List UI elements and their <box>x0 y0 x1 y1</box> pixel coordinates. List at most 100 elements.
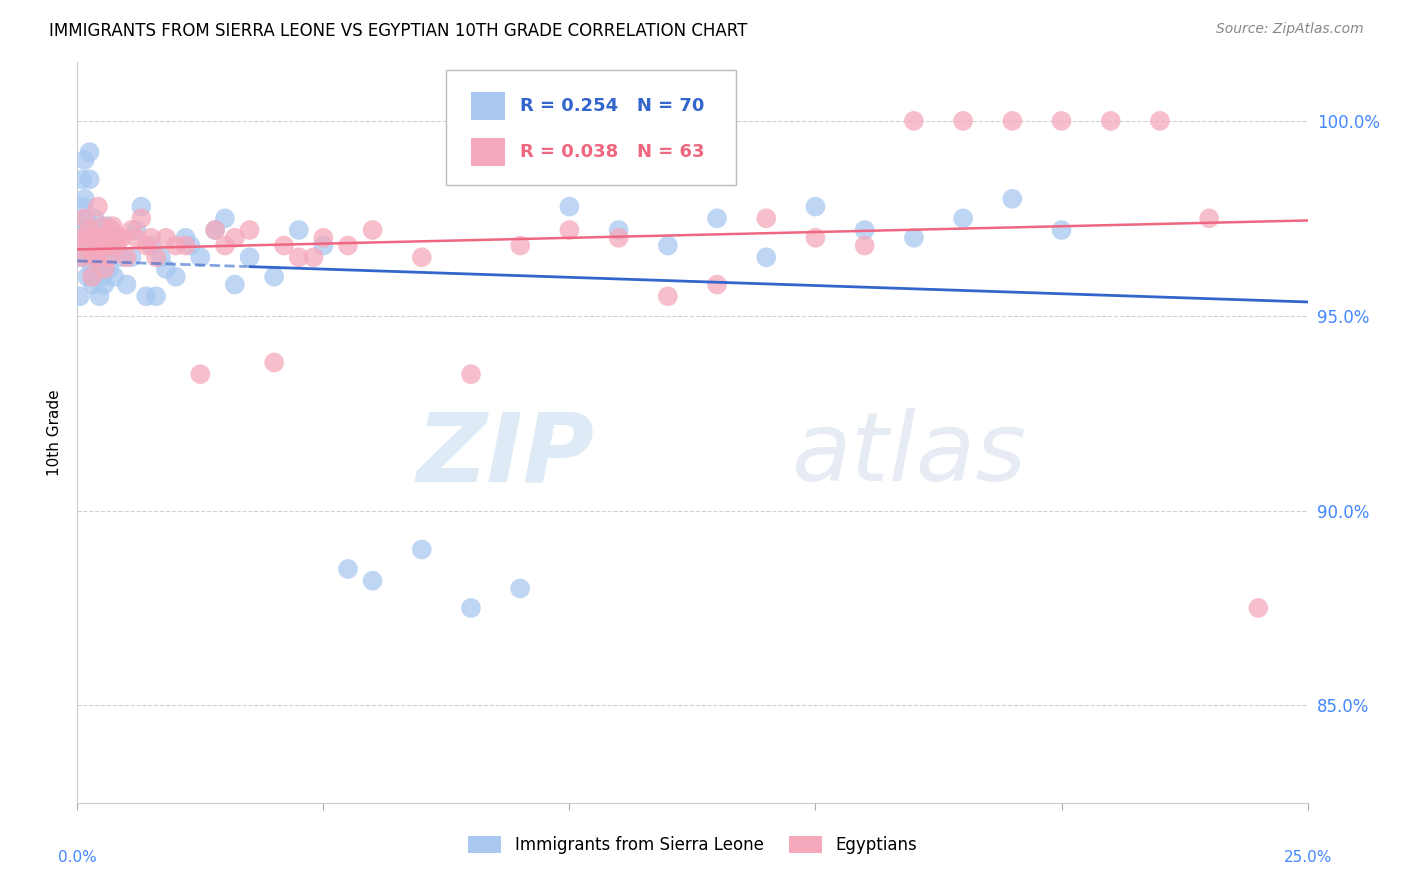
Point <box>239 250 262 264</box>
Point <box>87 200 110 214</box>
Point <box>77 231 100 245</box>
Point <box>93 262 115 277</box>
Point <box>98 250 121 264</box>
Point <box>96 219 118 233</box>
Text: IMMIGRANTS FROM SIERRA LEONE VS EGYPTIAN 10TH GRADE CORRELATION CHART: IMMIGRANTS FROM SIERRA LEONE VS EGYPTIAN… <box>49 22 748 40</box>
Point <box>97 238 120 252</box>
Point <box>204 223 226 237</box>
Point <box>337 562 360 576</box>
Point <box>903 231 925 245</box>
Point <box>83 250 105 264</box>
Point <box>509 238 531 252</box>
Point <box>83 211 105 226</box>
Point <box>214 238 236 252</box>
Point <box>361 574 384 588</box>
Point <box>312 238 335 252</box>
Point <box>460 367 482 381</box>
Point <box>558 200 581 214</box>
Point <box>91 231 114 245</box>
Point <box>73 211 96 226</box>
Point <box>239 223 262 237</box>
Point <box>105 238 128 252</box>
FancyBboxPatch shape <box>447 70 735 185</box>
Point <box>1198 211 1220 226</box>
Point <box>804 231 827 245</box>
Point <box>69 250 91 264</box>
Point <box>135 289 157 303</box>
Point <box>607 223 630 237</box>
Point <box>141 238 163 252</box>
Point <box>125 231 148 245</box>
Point <box>98 262 121 277</box>
Point <box>263 269 285 284</box>
Point <box>96 250 118 264</box>
Point <box>129 211 153 226</box>
Point <box>224 277 246 292</box>
Point <box>755 211 778 226</box>
Point <box>69 231 91 245</box>
Point <box>77 219 100 233</box>
Point <box>155 262 177 277</box>
Point <box>111 231 132 245</box>
Point <box>755 250 778 264</box>
Point <box>89 258 111 272</box>
Point <box>145 289 167 303</box>
Point <box>76 238 98 252</box>
Point <box>1149 114 1171 128</box>
Point <box>657 238 679 252</box>
Point <box>607 231 630 245</box>
Point <box>84 269 107 284</box>
Point <box>288 250 311 264</box>
Point <box>337 238 360 252</box>
Point <box>101 219 124 233</box>
Point <box>90 219 114 233</box>
Point <box>105 231 128 245</box>
Point <box>90 269 114 284</box>
Point <box>72 200 94 214</box>
Point <box>509 582 531 596</box>
Point <box>165 269 187 284</box>
Point <box>657 289 679 303</box>
Point <box>82 250 104 264</box>
Point <box>82 231 104 245</box>
Point <box>70 172 93 186</box>
Point <box>115 277 138 292</box>
Y-axis label: 10th Grade: 10th Grade <box>46 389 62 476</box>
Point <box>165 238 187 252</box>
Point <box>83 231 105 245</box>
Text: R = 0.254   N = 70: R = 0.254 N = 70 <box>520 97 704 115</box>
Point <box>93 277 115 292</box>
Point <box>82 277 104 292</box>
Point <box>853 223 876 237</box>
Point <box>411 250 433 264</box>
Point <box>174 231 197 245</box>
Point <box>75 211 97 226</box>
Point <box>90 231 114 245</box>
Point <box>108 231 131 245</box>
Point <box>1247 601 1270 615</box>
Point <box>853 238 876 252</box>
Point <box>204 223 226 237</box>
Point <box>174 238 197 252</box>
Point <box>80 238 103 252</box>
Legend: Immigrants from Sierra Leone, Egyptians: Immigrants from Sierra Leone, Egyptians <box>461 830 924 861</box>
Point <box>804 200 827 214</box>
Point <box>121 250 143 264</box>
Point <box>69 289 91 303</box>
Point <box>903 114 925 128</box>
Point <box>312 231 335 245</box>
Point <box>952 211 974 226</box>
Point <box>76 269 98 284</box>
Point <box>460 601 482 615</box>
Point <box>79 145 101 159</box>
Point <box>103 269 125 284</box>
Point <box>706 277 728 292</box>
Point <box>111 250 132 264</box>
Point <box>141 231 163 245</box>
Point <box>79 223 101 237</box>
Point <box>411 542 433 557</box>
Point <box>706 211 728 226</box>
Point <box>82 262 104 277</box>
Point <box>263 355 285 369</box>
Text: atlas: atlas <box>792 409 1026 501</box>
